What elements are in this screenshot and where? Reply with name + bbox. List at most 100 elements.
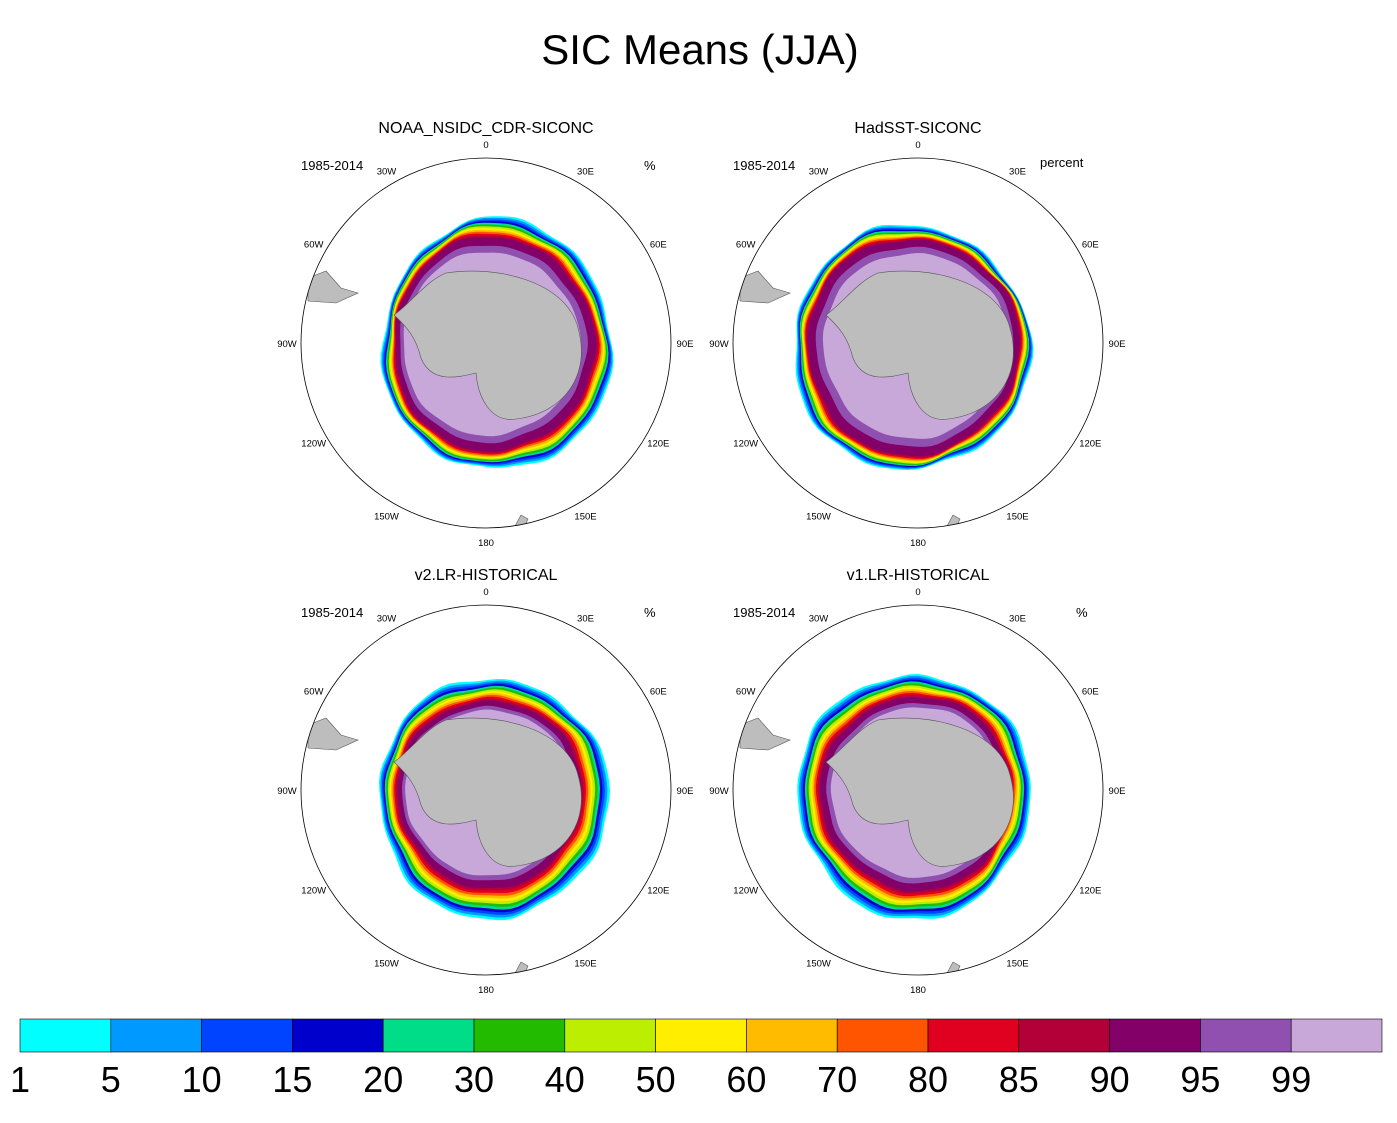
map-panel: NOAA_NSIDC_CDR-SICONC 1985-2014 % 0 30E 60E 90… — [277, 120, 693, 549]
longitude-label: 30W — [809, 614, 829, 625]
sea-ice-field — [301, 605, 671, 975]
colorbar-swatch — [1200, 1018, 1292, 1053]
longitude-label: 120E — [1079, 439, 1101, 450]
colorbar-tick-label: 90 — [1090, 1059, 1130, 1100]
sea-ice-field — [301, 158, 671, 528]
longitude-label: 90E — [1109, 339, 1126, 350]
longitude-label: 30E — [1009, 167, 1026, 178]
longitude-label: 120E — [647, 886, 669, 897]
colorbar-tick-label: 50 — [636, 1059, 676, 1100]
longitude-label: 0 — [483, 587, 488, 598]
longitude-label: 150W — [374, 958, 399, 969]
longitude-label: 60W — [736, 240, 756, 251]
longitude-label: 120W — [301, 886, 326, 897]
longitude-label: 180 — [910, 538, 926, 549]
longitude-label: 150W — [374, 511, 399, 522]
panel-period: 1985-2014 — [301, 158, 363, 173]
colorbar-swatch — [927, 1018, 1020, 1053]
longitude-label: 30E — [1009, 614, 1026, 625]
longitude-label: 150E — [574, 958, 596, 969]
south-america-land — [307, 270, 359, 304]
colorbar-tick-label: 5 — [101, 1059, 121, 1100]
map-panel: v2.LR-HISTORICAL 1985-2014 % 0 30E 60E 90E 120E… — [277, 567, 693, 996]
longitude-label: 180 — [478, 985, 494, 996]
map-border — [732, 604, 1104, 976]
longitude-label: 0 — [915, 587, 920, 598]
panel-period: 1985-2014 — [733, 605, 795, 620]
panel-units: % — [644, 158, 656, 173]
colorbar-tick-label: 95 — [1180, 1059, 1220, 1100]
panel-title: NOAA_NSIDC_CDR-SICONC — [378, 120, 593, 137]
longitude-label: 60E — [650, 687, 667, 698]
longitude-label: 90E — [677, 339, 694, 350]
panel-title: HadSST-SICONC — [854, 120, 981, 137]
longitude-label: 60E — [1082, 687, 1099, 698]
longitude-label: 60W — [304, 687, 324, 698]
longitude-label: 90E — [1109, 786, 1126, 797]
longitude-label: 30E — [577, 167, 594, 178]
longitude-label: 150E — [1006, 511, 1028, 522]
longitude-label: 180 — [478, 538, 494, 549]
longitude-label: 150W — [806, 958, 831, 969]
colorbar-tick-label: 80 — [908, 1059, 948, 1100]
colorbar-tick-label: 20 — [363, 1059, 403, 1100]
colorbar: 1 5 10 15 20 30 40 50 60 70 80 85 90 95 99 — [10, 1018, 1383, 1100]
map-panel: v1.LR-HISTORICAL 1985-2014 % 0 30E 60E 90E 120E… — [709, 567, 1125, 996]
colorbar-tick-label: 10 — [182, 1059, 222, 1100]
longitude-label: 90W — [277, 786, 297, 797]
sea-ice-field — [733, 158, 1103, 528]
figure-title: SIC Means (JJA) — [541, 26, 858, 73]
antarctica-land — [825, 717, 1014, 867]
longitude-label: 0 — [915, 140, 920, 151]
longitude-label: 60E — [1082, 240, 1099, 251]
sea-ice-field — [733, 605, 1103, 975]
longitude-label: 30E — [577, 614, 594, 625]
longitude-label: 30W — [377, 167, 397, 178]
colorbar-tick-label: 60 — [726, 1059, 766, 1100]
colorbar-swatch — [382, 1018, 475, 1053]
longitude-label: 120W — [733, 886, 758, 897]
longitude-label: 180 — [910, 985, 926, 996]
colorbar-tick-label: 85 — [999, 1059, 1039, 1100]
colorbar-tick-label: 99 — [1271, 1059, 1311, 1100]
longitude-label: 150E — [574, 511, 596, 522]
longitude-label: 30W — [377, 614, 397, 625]
longitude-label: 150E — [1006, 958, 1028, 969]
longitude-label: 90W — [709, 786, 729, 797]
longitude-label: 60E — [650, 240, 667, 251]
colorbar-swatch — [110, 1018, 202, 1053]
colorbar-swatch — [564, 1018, 656, 1053]
colorbar-swatch — [1018, 1018, 1110, 1053]
map-border — [732, 157, 1104, 529]
panel-title: v1.LR-HISTORICAL — [847, 567, 990, 584]
panel-units: % — [1076, 605, 1088, 620]
colorbar-tick-label: 1 — [10, 1059, 30, 1100]
south-america-land — [739, 270, 791, 304]
colorbar-swatch — [655, 1018, 747, 1053]
longitude-label: 0 — [483, 140, 488, 151]
longitude-label: 90W — [709, 339, 729, 350]
colorbar-swatch — [836, 1018, 929, 1053]
colorbar-swatch — [746, 1018, 838, 1053]
colorbar-swatch — [1109, 1018, 1201, 1053]
colorbar-tick-label: 40 — [545, 1059, 585, 1100]
longitude-label: 120E — [1079, 886, 1101, 897]
longitude-label: 120W — [301, 439, 326, 450]
map-border — [300, 157, 672, 529]
antarctica-land — [393, 270, 582, 420]
panel-title: v2.LR-HISTORICAL — [415, 567, 558, 584]
colorbar-swatch — [473, 1018, 566, 1053]
antarctica-land — [825, 270, 1014, 420]
south-america-land — [739, 717, 791, 751]
longitude-label: 90W — [277, 339, 297, 350]
longitude-label: 120W — [733, 439, 758, 450]
panel-period: 1985-2014 — [733, 158, 795, 173]
map-border — [300, 604, 672, 976]
colorbar-tick-label: 15 — [272, 1059, 312, 1100]
antarctica-land — [393, 717, 582, 867]
panel-period: 1985-2014 — [301, 605, 363, 620]
panel-units: % — [644, 605, 656, 620]
colorbar-swatch — [1290, 1018, 1383, 1053]
longitude-label: 120E — [647, 439, 669, 450]
